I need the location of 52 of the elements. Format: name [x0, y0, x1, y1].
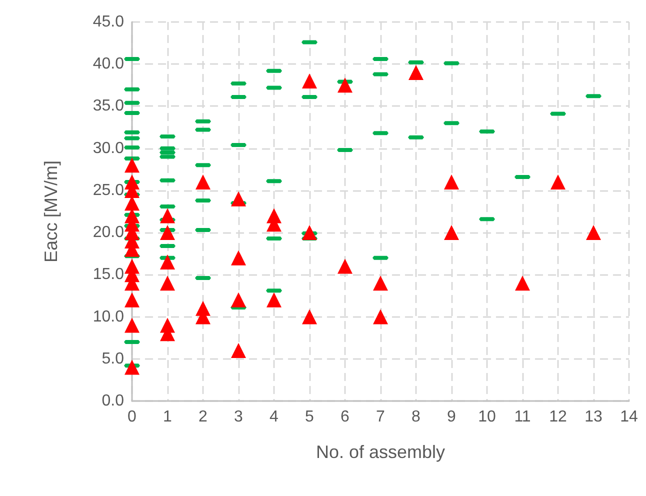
point — [231, 250, 246, 266]
y-tick-label: 25.0 — [92, 182, 124, 199]
x-tick-label: 14 — [620, 408, 638, 426]
point — [586, 225, 601, 240]
point — [302, 73, 317, 88]
point — [302, 309, 317, 324]
point — [266, 292, 282, 308]
x-tick-label: 5 — [305, 408, 314, 426]
x-tick-label: 10 — [478, 408, 496, 426]
x-axis-title: No. of assembly — [316, 442, 446, 462]
x-tick-label: 13 — [584, 408, 602, 426]
point — [160, 276, 175, 291]
x-tick-label: 3 — [234, 408, 244, 426]
y-tick-label: 45.0 — [92, 14, 124, 30]
y-axis-title: Eacc [MV/m] — [41, 160, 61, 263]
point — [550, 174, 566, 190]
y-tick-label: 10.0 — [92, 308, 124, 326]
y-tick-label: 35.0 — [92, 98, 124, 115]
y-tick-label: 0.0 — [102, 392, 124, 410]
x-tick-label: 12 — [549, 408, 567, 426]
x-tick-label: 0 — [128, 408, 137, 426]
y-tick-label: 30.0 — [92, 140, 124, 157]
y-tick-label: 40.0 — [92, 56, 124, 73]
y-tick-label: 15.0 — [92, 266, 124, 284]
point — [231, 191, 246, 206]
point — [373, 309, 388, 324]
y-tick-label: 5.0 — [102, 350, 124, 368]
point — [124, 318, 140, 333]
x-tick-label: 4 — [270, 408, 279, 426]
point — [160, 225, 175, 240]
point — [338, 78, 352, 93]
point — [196, 174, 210, 190]
x-tick-label: 2 — [198, 408, 208, 426]
point — [160, 254, 175, 270]
point — [444, 225, 459, 240]
x-tick-label: 11 — [514, 408, 531, 426]
point — [231, 342, 246, 358]
y-tick-label: 20.0 — [92, 224, 124, 242]
point — [231, 292, 246, 308]
point — [124, 292, 140, 308]
x-tick-label: 6 — [340, 408, 350, 426]
point — [515, 276, 530, 291]
point — [124, 158, 140, 173]
point — [160, 208, 175, 224]
point — [444, 174, 459, 190]
point — [373, 276, 388, 291]
x-tick-label: 7 — [376, 408, 386, 426]
x-tick-label: 1 — [163, 408, 172, 426]
point — [338, 258, 352, 274]
x-tick-label: 8 — [412, 408, 421, 426]
point — [408, 65, 424, 80]
x-tick-label: 9 — [447, 408, 456, 426]
